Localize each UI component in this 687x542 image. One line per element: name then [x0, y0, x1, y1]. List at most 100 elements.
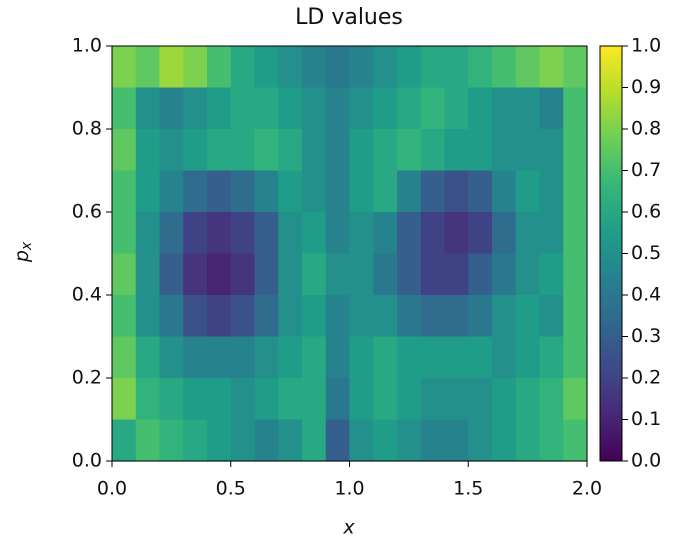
- heatmap-cell: [373, 212, 398, 255]
- heatmap-cell: [492, 212, 517, 255]
- y-tick-label: 0.8: [72, 118, 102, 140]
- heatmap-cell: [302, 87, 327, 130]
- heatmap-cell: [135, 378, 161, 421]
- heatmap-cell: [207, 129, 232, 172]
- heatmap-cell: [159, 253, 184, 296]
- colorbar-tick-label: 0.4: [631, 284, 661, 306]
- colorbar-tick-label: 0.9: [631, 76, 661, 98]
- heatmap-cell: [135, 170, 161, 213]
- heatmap-cell: [444, 129, 469, 172]
- heatmap-cell: [207, 212, 232, 255]
- heatmap-cell: [492, 336, 517, 379]
- heatmap-cell: [539, 336, 564, 379]
- heatmap-cell: [207, 170, 232, 213]
- heatmap-cell: [468, 129, 493, 172]
- colorbar: [599, 45, 623, 462]
- heatmap-cell: [325, 129, 351, 172]
- heatmap-cell: [183, 336, 208, 379]
- heatmap-cell: [539, 46, 564, 89]
- heatmap-cell: [420, 87, 446, 130]
- heatmap-cell: [468, 378, 493, 421]
- heatmap-cell: [183, 170, 208, 213]
- heatmap-cell: [349, 129, 374, 172]
- heatmap-cell: [325, 170, 351, 213]
- heatmap-cell: [325, 253, 351, 296]
- heatmap-cell: [302, 336, 327, 379]
- heatmap-cell: [492, 295, 517, 338]
- colorbar-tick-label: 0.3: [631, 325, 661, 347]
- heatmap-cell: [420, 253, 446, 296]
- heatmap-cell: [492, 87, 517, 130]
- heatmap-cell: [420, 46, 446, 89]
- heatmap-cell: [539, 212, 564, 255]
- heatmap-cell: [135, 129, 161, 172]
- heatmap-cell: [254, 87, 279, 130]
- heatmap-cell: [159, 170, 184, 213]
- heatmap-cell: [325, 378, 351, 421]
- heatmap-cell: [397, 170, 422, 213]
- heatmap-cell: [492, 46, 517, 89]
- heatmap-cell: [492, 129, 517, 172]
- heatmap-cell: [563, 253, 588, 296]
- heatmap-cell: [207, 419, 232, 462]
- heatmap-cell: [349, 378, 374, 421]
- colorbar-tick-label: 0.5: [631, 242, 661, 264]
- colorbar-tick-label: 0.1: [631, 408, 661, 430]
- heatmap-cell: [230, 212, 256, 255]
- heatmap-cell: [397, 419, 422, 462]
- heatmap-cell: [302, 378, 327, 421]
- heatmap-cell: [302, 419, 327, 462]
- heatmap-cell: [278, 295, 303, 338]
- heatmap-cell: [135, 46, 161, 89]
- heatmap-cell: [302, 129, 327, 172]
- heatmap-cell: [515, 212, 541, 255]
- heatmap-cell: [325, 336, 351, 379]
- heatmap-cell: [159, 129, 184, 172]
- heatmap-cell: [230, 419, 256, 462]
- heatmap-cell: [444, 253, 469, 296]
- heatmap-cell: [468, 253, 493, 296]
- heatmap-cell: [183, 46, 208, 89]
- heatmap-cell: [349, 212, 374, 255]
- heatmap-cell: [373, 378, 398, 421]
- heatmap-cell: [325, 46, 351, 89]
- heatmap-cell: [563, 87, 588, 130]
- heatmap-cell: [230, 87, 256, 130]
- heatmap-cell: [135, 87, 161, 130]
- heatmap-cell: [492, 170, 517, 213]
- heatmap-cell: [230, 253, 256, 296]
- heatmap-cell: [230, 46, 256, 89]
- heatmap-cell: [278, 253, 303, 296]
- heatmap-cell: [159, 336, 184, 379]
- heatmap-cell: [112, 129, 137, 172]
- heatmap-cell: [207, 46, 232, 89]
- heatmap-cell: [444, 378, 469, 421]
- heatmap-cell: [302, 170, 327, 213]
- heatmap-cell: [444, 419, 469, 462]
- heatmap-cell: [515, 336, 541, 379]
- heatmap-cell: [183, 378, 208, 421]
- heatmap-cell: [325, 87, 351, 130]
- x-tick-label: 0.0: [97, 478, 127, 500]
- heatmap-cell: [563, 46, 588, 89]
- heatmap-cell: [159, 295, 184, 338]
- heatmap-cell: [135, 419, 161, 462]
- heatmap-cell: [207, 378, 232, 421]
- heatmap-cell: [563, 129, 588, 172]
- heatmap-cell: [230, 129, 256, 172]
- heatmap-cell: [420, 295, 446, 338]
- heatmap-cell: [373, 170, 398, 213]
- heatmap-cell: [420, 129, 446, 172]
- x-tick-label: 1.0: [334, 478, 364, 500]
- heatmap-cell: [397, 253, 422, 296]
- heatmap-cell: [230, 378, 256, 421]
- heatmap-cell: [373, 419, 398, 462]
- heatmap-cell: [230, 336, 256, 379]
- heatmap-cell: [468, 295, 493, 338]
- heatmap-cell: [373, 46, 398, 89]
- heatmap-cell: [349, 295, 374, 338]
- heatmap-cell: [278, 212, 303, 255]
- chart-title: LD values: [295, 5, 403, 30]
- x-tick-label: 1.5: [453, 478, 483, 500]
